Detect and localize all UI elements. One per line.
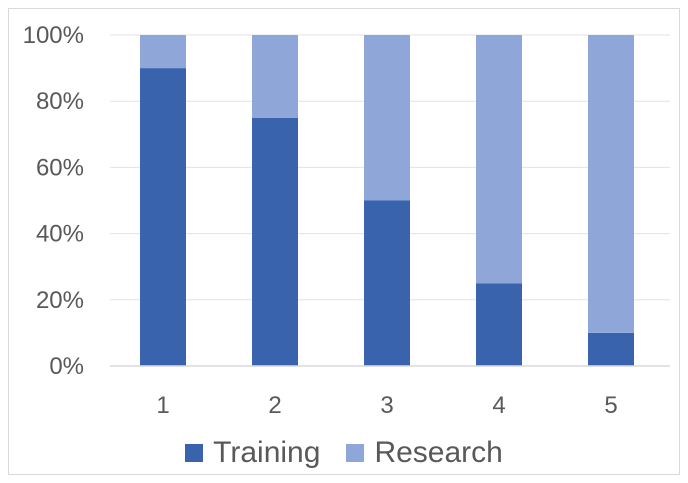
bars	[140, 35, 634, 366]
bar-training-3	[364, 200, 410, 366]
x-tick-label: 4	[492, 392, 505, 419]
bar-training-2	[252, 117, 298, 366]
bar-training-5	[588, 332, 634, 366]
bar-research-3	[364, 35, 410, 201]
x-tick-label: 1	[156, 392, 169, 419]
bar-research-5	[588, 35, 634, 333]
legend-swatch-research	[346, 444, 365, 462]
legend-swatch-training	[185, 444, 204, 462]
bar-training-1	[140, 68, 186, 366]
chart-frame	[8, 8, 680, 475]
y-tick-label: 40%	[36, 221, 84, 248]
y-axis-tick-labels: 0% 20% 40% 60% 80% 100%	[23, 22, 84, 380]
bar-research-2	[252, 35, 298, 118]
legend-label-research: Research	[374, 436, 503, 469]
bar-training-4	[476, 283, 522, 366]
legend-item-research: Research	[346, 436, 503, 470]
y-tick-label: 0%	[49, 353, 84, 380]
y-tick-label: 20%	[36, 287, 84, 314]
legend-label-training: Training	[213, 436, 321, 469]
x-axis-tick-labels: 1 2 3 4 5	[156, 392, 617, 419]
y-tick-label: 60%	[36, 154, 84, 181]
legend-item-training: Training	[185, 436, 320, 470]
y-tick-label: 100%	[23, 22, 84, 49]
bar-research-1	[140, 35, 186, 69]
x-tick-label: 5	[604, 392, 617, 419]
x-tick-label: 2	[268, 392, 281, 419]
x-tick-label: 3	[380, 392, 393, 419]
y-tick-label: 80%	[36, 88, 84, 115]
legend: Training Research	[0, 436, 688, 470]
bar-research-4	[476, 35, 522, 284]
